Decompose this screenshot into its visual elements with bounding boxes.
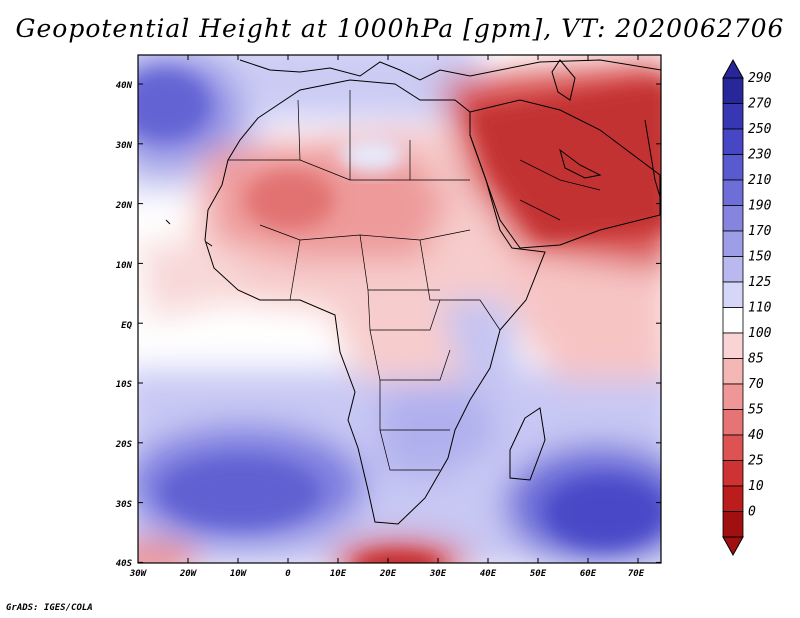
lat-label: 20N bbox=[115, 201, 133, 211]
colorbar-top-arrow bbox=[722, 58, 744, 79]
lon-label: 50E bbox=[530, 569, 547, 579]
colorbar-label: 25 bbox=[748, 454, 764, 469]
map-frame bbox=[137, 54, 662, 564]
longitude-axis: 30W 20W 10W 0 10E 20E 30E 40E 50E 60E 70… bbox=[129, 569, 645, 579]
colorbar-label: 250 bbox=[748, 122, 772, 137]
lon-label: 10W bbox=[230, 569, 248, 579]
colorbar-label: 170 bbox=[748, 224, 772, 239]
map-title: Geopotential Height at 1000hPa [gpm], VT… bbox=[15, 14, 785, 43]
lat-label: EQ bbox=[121, 321, 132, 331]
colorbar-swatch bbox=[722, 409, 744, 436]
coastlines bbox=[165, 59, 661, 525]
lat-label: 40S bbox=[116, 559, 133, 569]
colorbar-label: 150 bbox=[748, 250, 772, 265]
colorbar-label: 125 bbox=[748, 275, 772, 290]
height-field bbox=[138, 55, 661, 563]
lon-label: 20E bbox=[379, 569, 397, 579]
colorbar-label: 55 bbox=[748, 403, 764, 418]
colorbar-label: 85 bbox=[748, 352, 764, 367]
colorbar-swatch bbox=[722, 103, 744, 130]
country-borders bbox=[228, 90, 601, 471]
colorbar-label: 230 bbox=[748, 148, 772, 163]
colorbar-swatch bbox=[722, 307, 744, 334]
colorbar-label: 210 bbox=[748, 173, 772, 188]
colorbar-swatch bbox=[722, 179, 744, 206]
colorbar-bottom-arrow bbox=[722, 536, 744, 557]
colorbar-label: 290 bbox=[748, 71, 772, 86]
lon-label: 0 bbox=[285, 569, 291, 579]
colorbar-label: 70 bbox=[748, 377, 764, 392]
lon-label: 30E bbox=[429, 569, 447, 579]
latitude-axis: 40N 30N 20N 10N EQ 10S 20S 30S 40S bbox=[115, 81, 133, 569]
colorbar-swatch bbox=[722, 460, 744, 487]
lon-label: 20W bbox=[179, 569, 198, 579]
lon-label: 30W bbox=[129, 569, 148, 579]
colorbar-label: 0 bbox=[748, 505, 756, 520]
colorbar-swatch bbox=[722, 128, 744, 155]
colorbar-label: 270 bbox=[748, 97, 772, 112]
lat-label: 20S bbox=[115, 440, 133, 450]
credit-text: GrADS: IGES/COLA bbox=[6, 603, 93, 613]
colorbar-swatch bbox=[722, 511, 744, 538]
colorbar-swatch bbox=[722, 256, 744, 283]
colorbar-label: 40 bbox=[748, 428, 764, 443]
colorbar-swatch bbox=[722, 77, 744, 104]
colorbar-swatch bbox=[722, 485, 744, 512]
colorbar-swatch bbox=[722, 205, 744, 232]
lat-label: 10N bbox=[116, 261, 133, 271]
lat-label: 40N bbox=[116, 81, 133, 91]
colorbar-label: 100 bbox=[748, 326, 772, 341]
lon-label: 70E bbox=[628, 569, 645, 579]
colorbar-swatch bbox=[722, 230, 744, 257]
colorbar-swatch bbox=[722, 154, 744, 181]
colorbar-swatch bbox=[722, 281, 744, 308]
lon-label: 40E bbox=[480, 569, 497, 579]
colorbar-label: 190 bbox=[748, 199, 772, 214]
colorbar-swatch bbox=[722, 383, 744, 410]
colorbar-swatch bbox=[722, 358, 744, 385]
colorbar: 2902702502302101901701501251101008570554… bbox=[722, 58, 772, 557]
lon-label: 60E bbox=[580, 569, 597, 579]
axis-ticks bbox=[137, 55, 661, 563]
lat-label: 30S bbox=[115, 500, 133, 510]
lon-label: 10E bbox=[330, 569, 347, 579]
lat-label: 10S bbox=[116, 380, 133, 390]
lat-label: 30N bbox=[115, 141, 133, 151]
colorbar-swatch bbox=[722, 434, 744, 461]
colorbar-swatch bbox=[722, 332, 744, 359]
colorbar-label: 10 bbox=[748, 479, 764, 494]
colorbar-label: 110 bbox=[748, 301, 772, 316]
